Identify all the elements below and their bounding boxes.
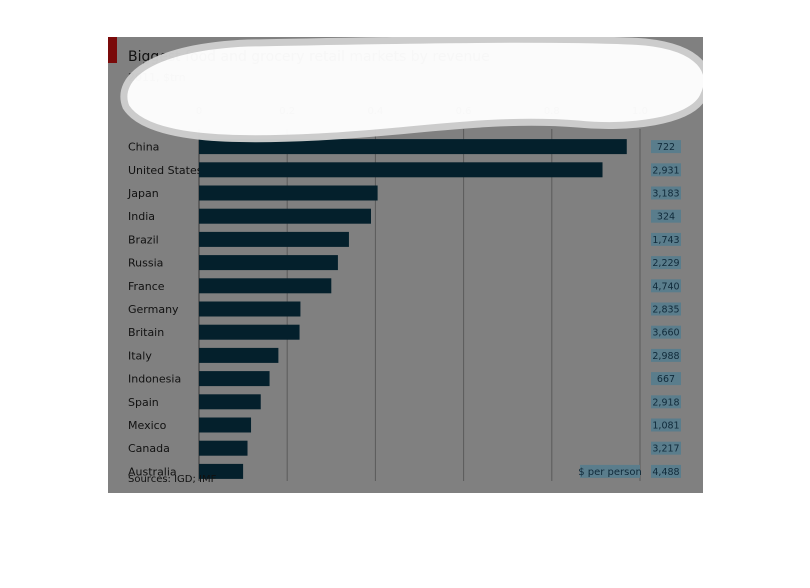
bar <box>199 139 627 155</box>
per-person-badge <box>651 441 681 455</box>
per-person-badge <box>651 418 681 432</box>
per-person-value: 3,183 <box>652 189 679 200</box>
category-label: France <box>128 280 165 293</box>
brand-accent <box>108 37 117 63</box>
per-person-badge <box>651 464 681 478</box>
bar <box>199 440 248 456</box>
category-label: Spain <box>128 396 159 409</box>
bar <box>199 278 332 294</box>
per-person-note: $ per person <box>578 467 642 478</box>
x-tick-label: 0.6 <box>456 106 472 117</box>
per-person-badge <box>651 372 681 386</box>
bar <box>199 394 261 410</box>
bar <box>199 463 244 479</box>
per-person-value: 722 <box>657 142 675 153</box>
chart-card: Biggest food and grocery retail markets … <box>108 37 703 493</box>
per-person-value: 1,743 <box>652 235 679 246</box>
per-person-value: 667 <box>657 374 675 385</box>
category-label: India <box>128 210 155 223</box>
bar-chart: 0 0.2 0.4 0.6 0.8 1.0 China 722 United States 2,9… <box>127 106 681 481</box>
per-person-value: 324 <box>657 212 675 223</box>
per-person-value: 2,229 <box>652 258 679 269</box>
per-person-note-box <box>580 464 640 478</box>
per-person-badge <box>651 256 681 270</box>
per-person-badge <box>651 232 681 246</box>
per-person-badge <box>651 395 681 409</box>
category-label: Japan <box>127 187 159 200</box>
x-tick-label: 0 <box>196 106 202 117</box>
category-label: China <box>128 141 159 154</box>
category-label: Indonesia <box>128 373 181 386</box>
category-label: Italy <box>128 349 152 362</box>
category-label: Germany <box>128 303 179 316</box>
category-label: Russia <box>128 257 163 270</box>
per-person-value: 4,740 <box>652 281 679 292</box>
per-person-value: 2,835 <box>652 305 679 316</box>
bar <box>199 162 603 178</box>
x-tick-label: 0.2 <box>279 106 295 117</box>
per-person-value: 2,931 <box>652 165 679 176</box>
category-label: Mexico <box>128 419 167 432</box>
per-person-badge <box>651 348 681 362</box>
per-person-badge <box>651 163 681 177</box>
per-person-badge <box>651 186 681 200</box>
per-person-badge <box>651 140 681 154</box>
x-tick-label: 0.4 <box>367 106 383 117</box>
bar <box>199 347 279 363</box>
bar <box>199 371 270 387</box>
per-person-value: 2,918 <box>652 397 679 408</box>
bar <box>199 255 338 271</box>
per-person-value: 4,488 <box>652 467 679 478</box>
category-label: Australia <box>128 465 177 478</box>
per-person-badge <box>651 209 681 223</box>
bar <box>199 417 252 433</box>
bar <box>199 231 349 247</box>
per-person-value: 1,081 <box>652 421 679 432</box>
chart-source: Sources: IGD; IMF <box>128 474 217 485</box>
per-person-badge <box>651 279 681 293</box>
bar <box>199 208 371 224</box>
x-tick-label: 1.0 <box>632 106 648 117</box>
category-label: Brazil <box>128 233 159 246</box>
per-person-badge <box>651 302 681 316</box>
bar <box>199 185 378 201</box>
category-label: Canada <box>128 442 170 455</box>
category-label: United States <box>128 164 203 177</box>
per-person-value: 3,217 <box>652 444 679 455</box>
per-person-value: 2,988 <box>652 351 679 362</box>
bar <box>199 324 300 340</box>
bar <box>199 301 301 317</box>
per-person-value: 3,660 <box>652 328 679 339</box>
category-label: Britain <box>128 326 164 339</box>
per-person-badge <box>651 325 681 339</box>
x-tick-label: 0.8 <box>544 106 560 117</box>
